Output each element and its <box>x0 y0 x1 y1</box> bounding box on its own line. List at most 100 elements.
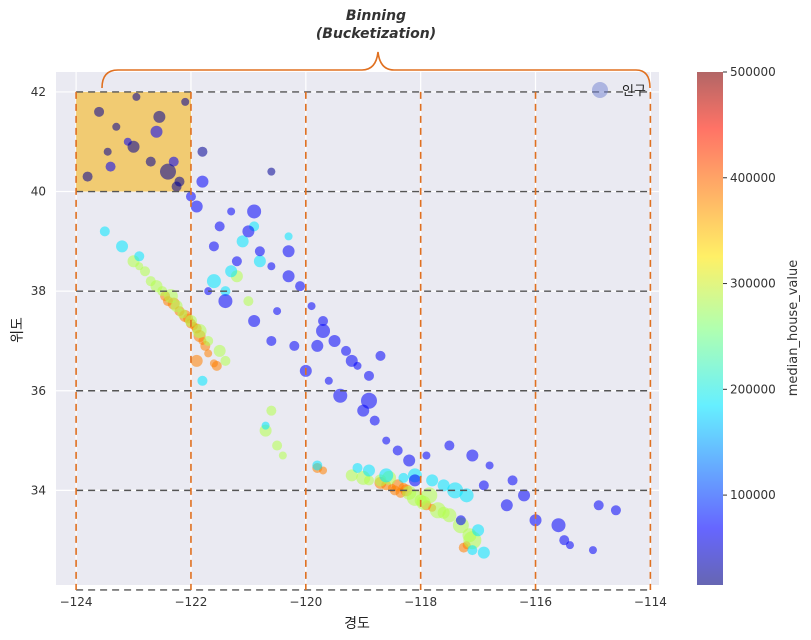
data-point <box>247 204 262 219</box>
data-point <box>243 296 254 307</box>
data-point <box>375 350 386 361</box>
legend-label: 인구 <box>622 84 646 99</box>
data-point <box>455 515 466 526</box>
data-point <box>565 541 574 550</box>
colorbar-tick-label: 500000 <box>730 65 776 79</box>
data-point <box>227 207 236 216</box>
data-point <box>459 488 474 503</box>
y-ticks: 34 36 38 40 42 <box>31 85 46 497</box>
data-point <box>236 235 249 248</box>
data-point <box>197 146 208 157</box>
data-point <box>442 508 457 523</box>
data-point <box>134 251 145 262</box>
data-point <box>392 445 403 456</box>
data-point <box>163 289 178 304</box>
data-point <box>478 480 489 491</box>
data-point <box>254 246 265 257</box>
data-point <box>211 360 222 371</box>
data-point <box>213 344 226 357</box>
data-point <box>426 474 439 487</box>
data-point <box>190 200 203 213</box>
data-point <box>168 156 179 167</box>
data-point <box>177 308 188 319</box>
data-point <box>112 122 121 131</box>
data-point <box>295 281 306 292</box>
data-point <box>588 546 597 555</box>
data-point <box>333 388 348 403</box>
colorbar <box>697 72 723 585</box>
x-tick-label: −122 <box>174 595 207 609</box>
data-point <box>214 221 225 232</box>
data-point <box>103 147 112 156</box>
annotation-binning: Binning <box>346 8 406 24</box>
data-point <box>196 175 209 188</box>
data-point <box>403 454 416 467</box>
x-tick-label: −124 <box>60 595 93 609</box>
x-tick-label: −120 <box>289 595 322 609</box>
data-point <box>253 255 266 268</box>
y-tick-label: 38 <box>31 284 46 298</box>
data-point <box>190 354 203 367</box>
data-point <box>197 375 208 386</box>
data-point <box>328 334 341 347</box>
data-point <box>307 302 316 311</box>
data-point <box>242 225 255 238</box>
data-point <box>248 315 261 328</box>
data-point <box>362 464 375 477</box>
data-point <box>324 376 333 385</box>
data-point <box>345 354 358 367</box>
y-tick-label: 42 <box>31 85 46 99</box>
data-point <box>170 300 183 313</box>
data-point <box>99 226 110 237</box>
data-point <box>369 415 380 426</box>
data-point <box>266 405 277 416</box>
data-point <box>267 262 276 271</box>
data-point <box>352 462 363 473</box>
data-point <box>171 181 182 192</box>
data-point <box>127 140 140 153</box>
y-tick-label: 40 <box>31 185 46 199</box>
y-tick-label: 36 <box>31 384 46 398</box>
colorbar-tick-label: 100000 <box>730 488 776 502</box>
data-point <box>610 505 621 516</box>
data-point <box>559 535 570 546</box>
data-point <box>318 316 329 327</box>
data-point <box>145 276 156 287</box>
data-point <box>593 500 604 511</box>
data-point <box>500 499 513 512</box>
data-point <box>398 472 409 483</box>
data-point <box>284 232 293 241</box>
data-point <box>181 97 190 106</box>
data-point <box>444 440 455 451</box>
data-point <box>467 545 478 556</box>
colorbar-ticks: 100000 200000 300000 400000 500000 <box>723 65 776 502</box>
data-point <box>220 355 231 366</box>
data-point <box>551 518 566 533</box>
data-point <box>105 161 116 172</box>
data-point <box>312 460 323 471</box>
data-point <box>360 392 377 409</box>
x-tick-label: −118 <box>404 595 437 609</box>
data-point <box>208 241 219 252</box>
y-tick-label: 34 <box>31 483 46 497</box>
x-axis-label: 경도 <box>344 616 370 632</box>
data-point <box>150 125 163 138</box>
data-point <box>345 469 358 482</box>
data-point <box>218 294 233 309</box>
data-point <box>363 475 374 486</box>
data-point <box>421 487 438 504</box>
data-point <box>266 335 277 346</box>
data-point <box>447 482 464 499</box>
annotation-bucketization: (Bucketization) <box>316 26 436 42</box>
data-point <box>282 245 295 258</box>
data-point <box>82 171 93 182</box>
data-point <box>272 440 283 451</box>
data-point <box>225 265 238 278</box>
x-ticks: −124 −122 −120 −118 −116 −114 <box>60 595 667 609</box>
x-tick-label: −114 <box>634 595 667 609</box>
data-point <box>273 307 282 316</box>
x-tick-label: −116 <box>519 595 552 609</box>
data-point <box>282 270 295 283</box>
data-point <box>363 370 374 381</box>
